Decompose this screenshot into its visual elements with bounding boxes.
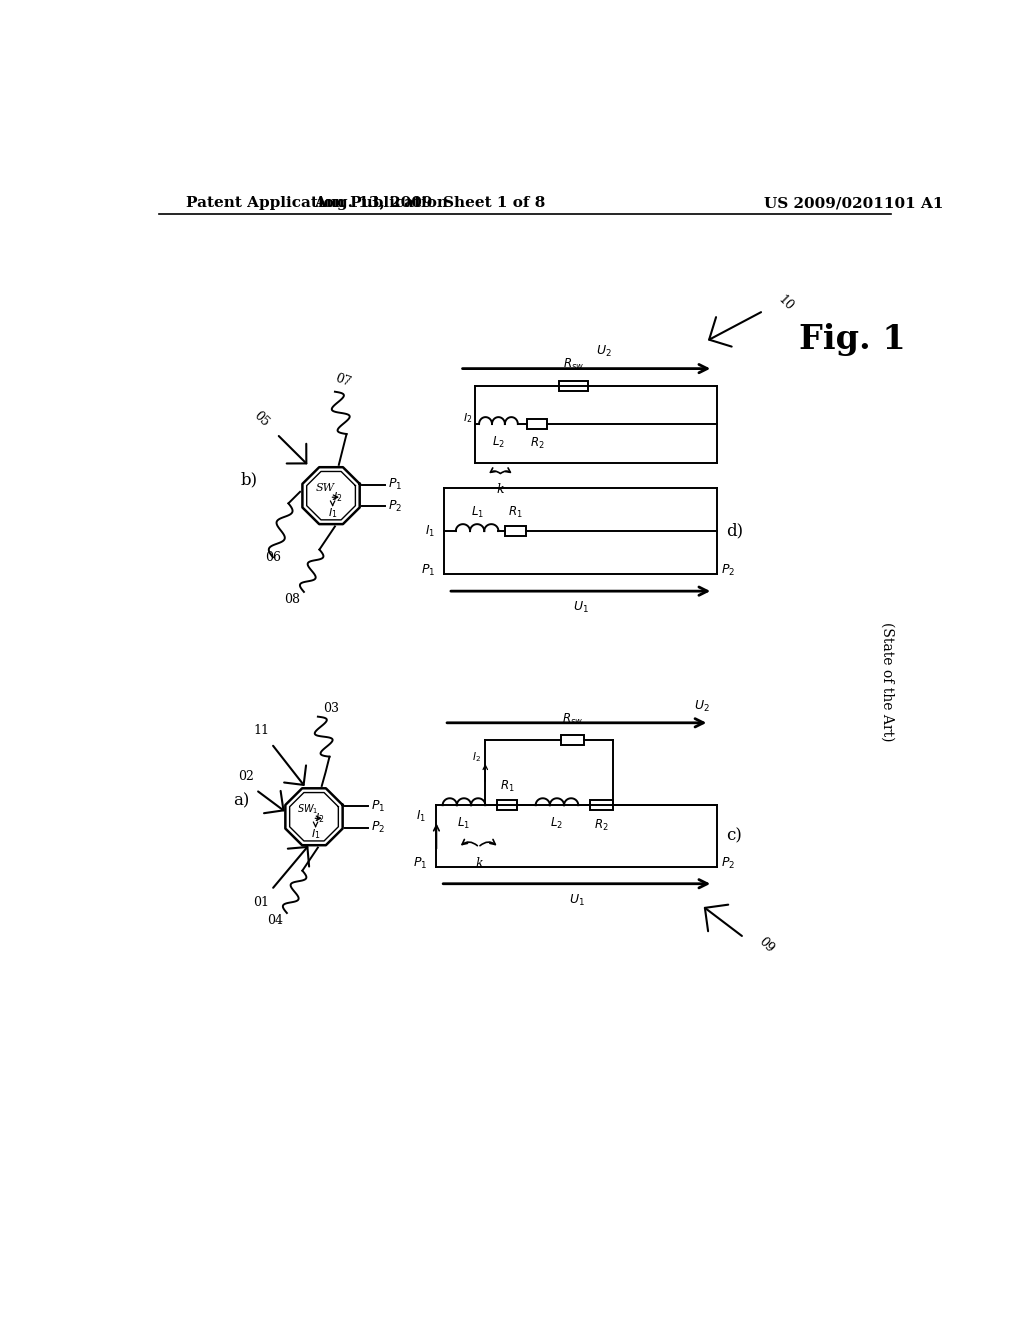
Text: 11: 11: [253, 723, 269, 737]
Text: $P_2$: $P_2$: [372, 820, 385, 836]
Text: $U_1$: $U_1$: [572, 601, 589, 615]
Text: k: k: [497, 483, 504, 496]
Text: b): b): [241, 471, 257, 488]
Bar: [559, 380, 589, 391]
Text: 08: 08: [285, 593, 300, 606]
Text: $P_1$: $P_1$: [421, 562, 435, 578]
Text: 05: 05: [251, 408, 271, 429]
Text: k: k: [476, 857, 483, 870]
Text: $R_{sw}$: $R_{sw}$: [562, 713, 583, 727]
Text: c): c): [726, 828, 742, 845]
Text: $I_2$: $I_2$: [333, 490, 342, 504]
Text: $P_2$: $P_2$: [721, 562, 735, 578]
Text: 07: 07: [333, 371, 352, 389]
Text: Fig. 1: Fig. 1: [800, 323, 906, 356]
Text: $L_1$: $L_1$: [471, 506, 483, 520]
Text: $R_2$: $R_2$: [529, 437, 545, 451]
Text: $I_2$: $I_2$: [472, 750, 481, 764]
Text: Aug. 13, 2009  Sheet 1 of 8: Aug. 13, 2009 Sheet 1 of 8: [314, 197, 546, 210]
Text: $I_2$: $I_2$: [464, 411, 473, 425]
Text: $P_2$: $P_2$: [721, 857, 735, 871]
Text: $P_1$: $P_1$: [372, 799, 386, 813]
Text: SW: SW: [315, 483, 335, 492]
Text: $L_2$: $L_2$: [551, 816, 563, 832]
Text: $U_2$: $U_2$: [693, 698, 710, 714]
Text: $R_1$: $R_1$: [508, 506, 523, 520]
Text: 06: 06: [265, 550, 281, 564]
Bar: [506, 527, 525, 536]
Text: $U_2$: $U_2$: [596, 345, 611, 359]
Text: $SW_1$: $SW_1$: [297, 803, 318, 816]
Text: $I_1$: $I_1$: [328, 506, 337, 520]
Text: $R_{sw}$: $R_{sw}$: [563, 356, 585, 372]
Text: US 2009/0201101 A1: US 2009/0201101 A1: [764, 197, 943, 210]
Bar: [527, 418, 547, 429]
Text: $P_1$: $P_1$: [388, 478, 402, 492]
Text: $I_1$: $I_1$: [311, 826, 321, 841]
Text: $P_1$: $P_1$: [413, 857, 427, 871]
Text: 03: 03: [323, 702, 339, 715]
Text: $I_1$: $I_1$: [425, 524, 435, 539]
Text: 04: 04: [267, 915, 284, 927]
Text: $P_2$: $P_2$: [388, 499, 402, 513]
Text: d): d): [726, 523, 743, 540]
Text: 09: 09: [756, 935, 776, 956]
Text: 02: 02: [238, 770, 254, 783]
Text: $L_2$: $L_2$: [492, 434, 505, 450]
Bar: [497, 800, 517, 810]
Text: $R_2$: $R_2$: [594, 817, 609, 833]
Bar: [561, 735, 584, 744]
Text: $U_1$: $U_1$: [568, 892, 585, 908]
Text: $I_1$: $I_1$: [416, 809, 426, 824]
Text: 10: 10: [775, 293, 796, 313]
Text: $I_2$: $I_2$: [315, 812, 325, 825]
Text: a): a): [232, 793, 249, 810]
Text: $R_1$: $R_1$: [500, 779, 514, 795]
Text: Patent Application Publication: Patent Application Publication: [186, 197, 449, 210]
Text: (State of the Art): (State of the Art): [881, 622, 895, 742]
Text: 01: 01: [253, 896, 269, 909]
Text: $L_1$: $L_1$: [458, 816, 470, 832]
Bar: [590, 800, 613, 810]
